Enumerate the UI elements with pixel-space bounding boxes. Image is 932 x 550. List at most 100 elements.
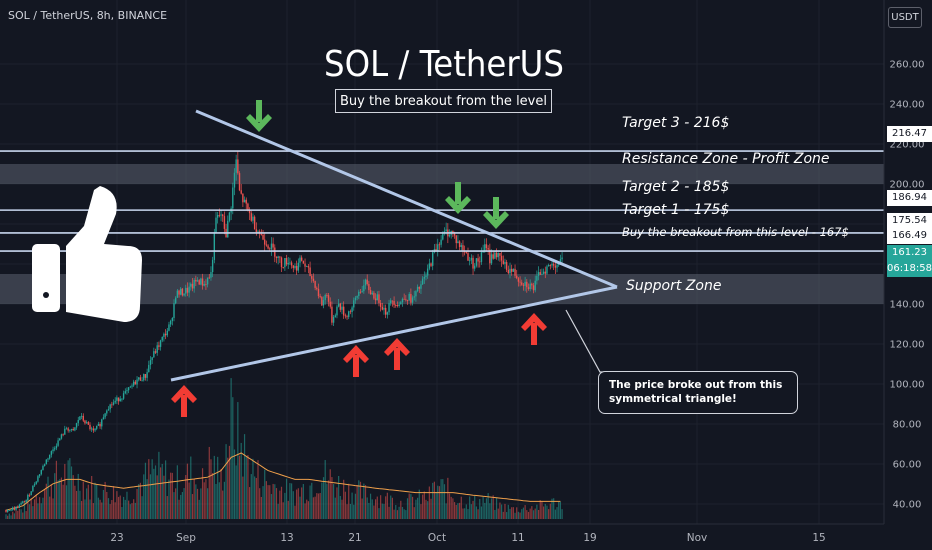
volume-bar [386, 492, 388, 519]
volume-bar [317, 493, 320, 519]
candle-body [257, 231, 259, 233]
arrow-shaft [256, 100, 262, 122]
candle-body [549, 265, 552, 266]
volume-bar [284, 492, 286, 519]
volume-bar [445, 503, 447, 519]
volume-bar [175, 488, 177, 519]
volume-bar [502, 511, 504, 519]
price-tag-target-1: 175.54 [887, 213, 932, 229]
volume-bar [413, 507, 415, 519]
candle-body [102, 417, 105, 420]
volume-bar [341, 499, 343, 519]
candle-body [201, 278, 204, 286]
arrow-shaft [531, 323, 537, 345]
candle-body [500, 255, 503, 261]
volume-bar [383, 503, 385, 519]
candle-body [336, 306, 338, 316]
volume-bar [494, 509, 496, 519]
chart-title: SOL / TetherUS [324, 44, 564, 85]
volume-bar [163, 475, 165, 519]
volume-ma-line [5, 452, 561, 511]
volume-bar [509, 508, 511, 519]
candle-body [200, 278, 202, 285]
candle-body [203, 284, 205, 286]
candle-body [104, 413, 106, 418]
price-tag-current: 161.23 [887, 245, 932, 261]
volume-bar [369, 493, 372, 519]
volume-bar [74, 485, 76, 519]
candle-body [111, 404, 113, 406]
candle-body [218, 215, 221, 216]
symbol-info[interactable]: SOL / TetherUS, 8h, BINANCE [8, 9, 168, 22]
candle-body [190, 283, 192, 287]
candle-body [210, 272, 212, 278]
candle-body [106, 410, 108, 414]
candle-body [77, 420, 79, 424]
candle-body [28, 494, 31, 496]
volume-bar [265, 481, 267, 519]
candle-body [292, 265, 294, 268]
candle-body [195, 279, 197, 282]
candle-body [64, 428, 66, 435]
candle-body [90, 428, 93, 430]
volume-bar [180, 494, 182, 519]
volume-bar [91, 475, 93, 519]
x-tick-label: Oct [428, 532, 446, 544]
volume-bar [363, 483, 365, 519]
candle-body [143, 374, 145, 381]
candle-body [141, 380, 143, 382]
volume-bar [393, 509, 395, 519]
volume-bar [418, 489, 420, 519]
candle-body [159, 340, 162, 347]
volume-bar [524, 505, 526, 519]
candle-body [121, 398, 123, 400]
volume-bar [173, 492, 175, 519]
candle-body [166, 330, 168, 336]
candle-body [220, 214, 222, 216]
candle-body [468, 260, 471, 262]
volume-bar [195, 484, 197, 519]
y-tick-label: 40.00 [893, 500, 922, 511]
volume-bar [240, 442, 242, 519]
volume-bar [331, 477, 333, 519]
candle-body [546, 266, 548, 274]
volume-bar [282, 502, 284, 519]
x-tick-label: 19 [583, 532, 596, 544]
volume-bar [411, 496, 414, 519]
candle-body [314, 280, 316, 288]
candle-body [445, 229, 447, 232]
candle-body [222, 214, 224, 217]
candle-body [458, 241, 461, 247]
currency-button[interactable]: USDT [888, 7, 922, 28]
arrow-shaft [455, 182, 461, 204]
y-tick-label: 200.00 [890, 180, 925, 191]
candle-body [517, 278, 520, 282]
candle-body [12, 507, 14, 510]
candle-body [181, 288, 184, 296]
volume-bar [129, 504, 131, 519]
candle-body [369, 290, 372, 295]
candle-body [275, 256, 278, 259]
volume-bar [324, 460, 326, 519]
volume-bar [559, 501, 561, 519]
candle-body [504, 262, 506, 264]
candle-body [13, 507, 16, 510]
volume-bar [75, 490, 78, 519]
candle-body [379, 302, 382, 307]
volume-bar [477, 509, 479, 519]
volume-bar [107, 498, 110, 519]
x-tick-label: 23 [110, 532, 123, 544]
volume-bar [501, 504, 503, 519]
y-tick-label: 80.00 [893, 420, 922, 431]
volume-bar [117, 496, 120, 519]
candle-body [337, 303, 340, 307]
volume-bar [297, 488, 299, 519]
volume-bar [44, 489, 46, 519]
volume-bar [277, 503, 279, 519]
candle-body [15, 506, 17, 510]
arrow-up-icon [171, 385, 197, 417]
volume-bar [479, 498, 481, 519]
candle-body [191, 283, 194, 289]
volume-bar [210, 459, 212, 519]
